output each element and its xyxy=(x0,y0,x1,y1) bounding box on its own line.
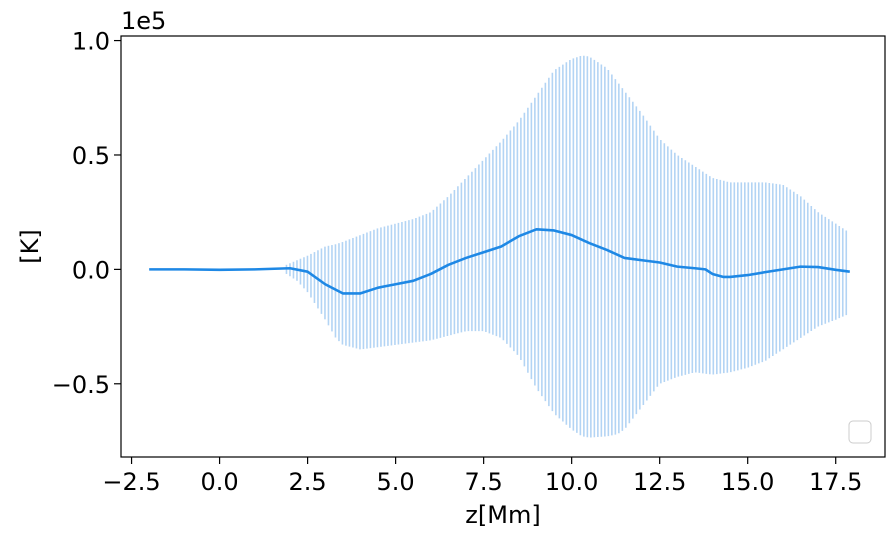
x-tick-label: 0.0 xyxy=(200,468,238,496)
x-tick-label: 2.5 xyxy=(289,468,327,496)
x-tick-label: 15.0 xyxy=(721,468,774,496)
x-axis: −2.5 0.0 2.5 5.0 7.5 10.0 12.5 15.0 17.5 xyxy=(102,457,862,496)
y-offset-text: 1e5 xyxy=(121,7,166,35)
x-axis-label: z[Mm] xyxy=(465,501,540,529)
y-tick-label: −0.5 xyxy=(52,371,110,399)
x-tick-label: 5.0 xyxy=(377,468,415,496)
x-tick-label: 10.0 xyxy=(545,468,598,496)
y-axis: −0.5 0.0 0.5 1.0 xyxy=(52,28,121,399)
y-axis-label: [K] xyxy=(16,229,44,263)
mean-line-layer xyxy=(149,228,850,295)
y-tick-label: 0.5 xyxy=(72,142,110,170)
x-tick-label: 12.5 xyxy=(633,468,686,496)
legend-box xyxy=(848,420,872,444)
y-tick-label: 0.0 xyxy=(72,256,110,284)
y-tick-label: 1.0 xyxy=(72,28,110,56)
x-tick-label: −2.5 xyxy=(102,468,160,496)
mean-line xyxy=(149,228,850,295)
plot-frame xyxy=(120,35,886,458)
x-tick-label: 17.5 xyxy=(809,468,862,496)
x-tick-label: 7.5 xyxy=(465,468,503,496)
